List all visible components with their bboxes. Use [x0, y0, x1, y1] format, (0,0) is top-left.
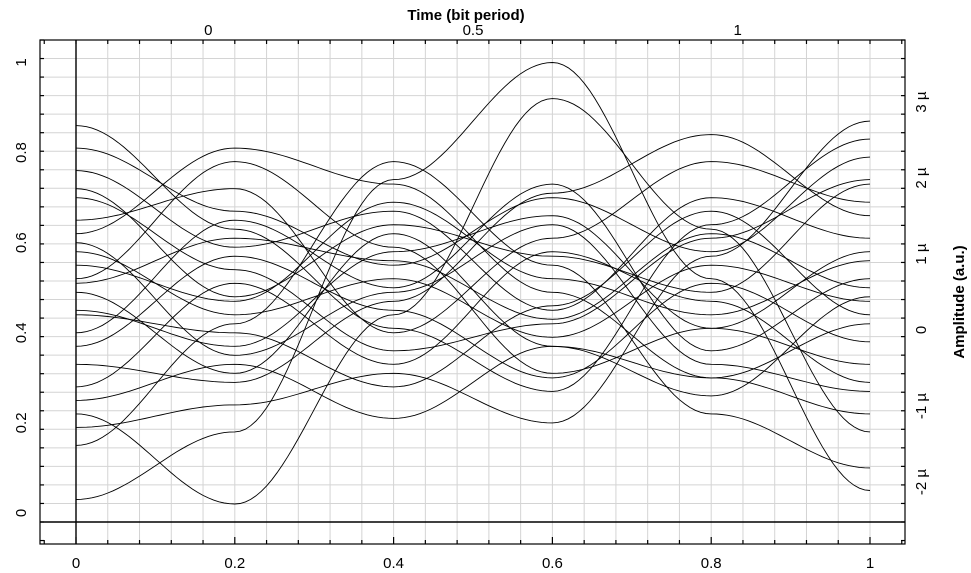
y-right-tick-label: 1 µ: [913, 243, 930, 265]
x-tick-label: 0.2: [224, 555, 245, 572]
eye-trace-1: [75, 98, 871, 505]
y-right-tick-label: -1 µ: [913, 393, 930, 420]
eye-trace-20: [75, 224, 871, 392]
eye-trace-4: [75, 215, 871, 365]
eye-trace-0: [75, 62, 871, 500]
trace-group: [75, 62, 871, 505]
axes: 0 0.2 0.4 0.6 0.8 1 0 0.5 1 0 0.2 0.4 0.6 0.8 1 -2 µ -1 …: [13, 22, 930, 572]
eye-trace-23: [75, 183, 871, 298]
y-right-tick-label: -2 µ: [913, 469, 930, 496]
y-tick-label: 0.2: [13, 412, 30, 433]
y-tick-label: 0: [13, 509, 30, 517]
right-axis-title: Amplitude (a.u.): [951, 245, 968, 358]
eye-trace-5: [75, 147, 871, 379]
grid: [40, 39, 905, 544]
x-tick-label: 0.8: [701, 555, 722, 572]
y-tick-label: 0.4: [13, 322, 30, 343]
eye-trace-15: [75, 120, 871, 428]
eye-trace-21: [75, 345, 871, 419]
eye-trace-19: [76, 210, 871, 388]
y-right-tick-label: 3 µ: [913, 91, 930, 113]
eye-trace-11: [75, 170, 871, 311]
x-tick-label: 0.6: [542, 555, 563, 572]
eye-trace-22: [75, 233, 871, 320]
eye-trace-6: [75, 134, 871, 383]
eye-trace-12: [75, 251, 871, 388]
eye-trace-14: [75, 161, 871, 334]
x-top-tick-label: 1: [733, 22, 741, 39]
y-tick-label: 1: [13, 58, 30, 66]
eye-trace-10: [75, 183, 871, 352]
eye-trace-7: [75, 179, 871, 352]
eye-trace-17: [75, 255, 871, 379]
eye-trace-9: [75, 251, 871, 338]
y-tick-label: 0.8: [13, 142, 30, 163]
y-right-tick-label: 0: [913, 326, 930, 334]
x-tick-label: 1: [866, 555, 874, 572]
x-tick-label: 0.4: [383, 555, 404, 572]
y-tick-label: 0.6: [13, 232, 30, 253]
eye-trace-18: [75, 147, 871, 266]
top-axis-title: Time (bit period): [407, 7, 524, 24]
y-right-tick-label: 2 µ: [913, 167, 930, 189]
x-tick-label: 0: [72, 555, 80, 572]
x-top-tick-label: 0.5: [463, 22, 484, 39]
eye-trace-2: [75, 161, 871, 374]
x-top-tick-label: 0: [204, 22, 212, 39]
plot-frame: [39, 39, 906, 545]
eye-trace-3: [75, 125, 871, 392]
